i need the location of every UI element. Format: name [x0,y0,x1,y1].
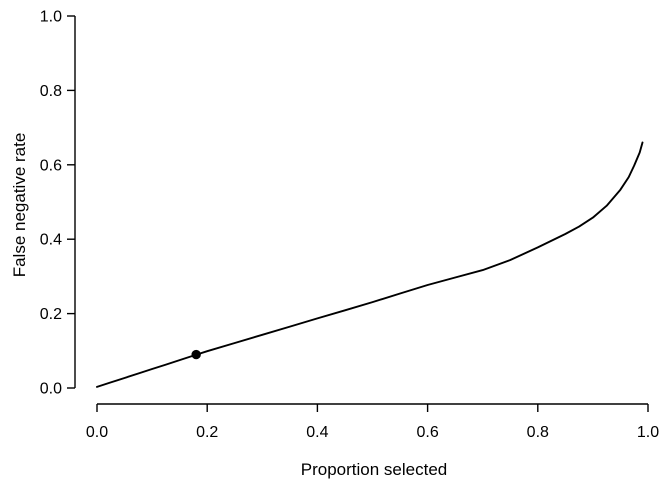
x-tick-label: 1.0 [637,424,659,441]
selected-operating-point [191,349,201,360]
y-tick-label: 0.8 [40,83,62,100]
y-axis-title: False negative rate [10,133,29,278]
x-axis-title: Proportion selected [301,460,447,479]
x-tick-label: 0.0 [86,424,108,441]
y-tick-label: 1.0 [40,9,62,26]
axes: 0.0 0.2 0.4 0.6 0.8 1.0 0.0 0.2 0.4 0.6 0.8 1.0 [40,9,659,442]
y-tick-label: 0.6 [40,157,62,174]
x-tick-label: 0.4 [306,424,328,441]
y-tick-label: 0.4 [40,232,62,249]
x-tick-label: 0.6 [416,424,438,441]
x-tick-label: 0.8 [527,424,549,441]
data-series [96,141,644,388]
false-negative-rate-curve [96,141,644,388]
point-markers [191,349,201,360]
x-tick-label: 0.2 [196,424,218,441]
y-tick-label: 0.0 [40,381,62,398]
y-tick-label: 0.2 [40,306,62,323]
